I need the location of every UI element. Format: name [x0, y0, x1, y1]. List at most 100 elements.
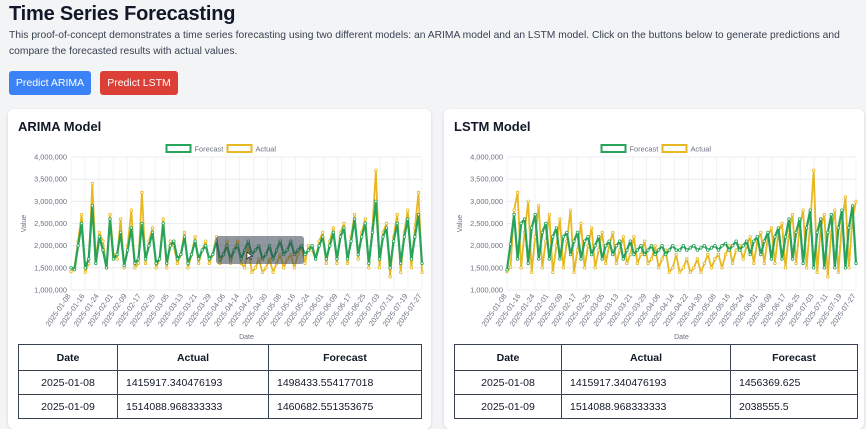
- data-point[interactable]: [769, 226, 774, 230]
- data-point[interactable]: [646, 248, 650, 252]
- data-point[interactable]: [519, 266, 523, 270]
- data-point[interactable]: [409, 257, 414, 261]
- data-point[interactable]: [607, 239, 611, 243]
- data-point[interactable]: [253, 266, 258, 270]
- data-point[interactable]: [699, 246, 703, 250]
- data-point[interactable]: [611, 230, 615, 235]
- data-point[interactable]: [345, 261, 350, 266]
- data-point[interactable]: [83, 266, 87, 270]
- data-point[interactable]: [745, 239, 749, 243]
- data-point[interactable]: [335, 257, 339, 261]
- data-point[interactable]: [826, 274, 830, 279]
- data-point[interactable]: [554, 226, 559, 230]
- data-point[interactable]: [69, 266, 73, 270]
- data-point[interactable]: [331, 230, 336, 235]
- data-point[interactable]: [840, 208, 844, 212]
- data-point[interactable]: [706, 248, 710, 252]
- data-point[interactable]: [97, 230, 102, 235]
- data-point[interactable]: [551, 235, 555, 239]
- data-point[interactable]: [582, 239, 587, 243]
- data-point[interactable]: [836, 270, 841, 274]
- data-point[interactable]: [723, 241, 728, 246]
- data-point[interactable]: [621, 257, 625, 261]
- data-point[interactable]: [649, 243, 654, 248]
- data-point[interactable]: [709, 246, 714, 250]
- data-point[interactable]: [97, 235, 102, 239]
- data-point[interactable]: [303, 261, 307, 266]
- data-point[interactable]: [522, 217, 527, 221]
- data-point[interactable]: [628, 252, 633, 257]
- data-point[interactable]: [175, 261, 180, 266]
- data-point[interactable]: [529, 270, 534, 274]
- data-point[interactable]: [801, 261, 805, 266]
- data-point[interactable]: [544, 221, 548, 226]
- data-point[interactable]: [104, 266, 109, 270]
- data-point[interactable]: [282, 266, 286, 270]
- data-point[interactable]: [94, 261, 98, 266]
- data-point[interactable]: [133, 261, 137, 266]
- data-point[interactable]: [324, 257, 328, 261]
- data-point[interactable]: [122, 263, 126, 268]
- data-point[interactable]: [808, 208, 812, 212]
- data-point[interactable]: [402, 235, 406, 239]
- data-point[interactable]: [260, 270, 265, 274]
- data-point[interactable]: [836, 226, 841, 230]
- data-point[interactable]: [635, 248, 640, 252]
- data-point[interactable]: [536, 257, 541, 261]
- data-point[interactable]: [515, 190, 520, 195]
- data-point[interactable]: [264, 266, 268, 270]
- data-point[interactable]: [695, 257, 700, 261]
- data-point[interactable]: [374, 199, 378, 203]
- data-point[interactable]: [769, 257, 774, 261]
- data-point[interactable]: [847, 266, 851, 270]
- data-point[interactable]: [129, 208, 133, 212]
- data-point[interactable]: [685, 257, 689, 261]
- data-point[interactable]: [360, 235, 364, 239]
- data-point[interactable]: [207, 261, 211, 266]
- data-point[interactable]: [356, 252, 360, 257]
- data-point[interactable]: [540, 266, 544, 270]
- data-point[interactable]: [734, 248, 738, 252]
- data-point[interactable]: [101, 239, 105, 243]
- data-point[interactable]: [558, 257, 562, 261]
- data-point[interactable]: [526, 261, 530, 266]
- data-point[interactable]: [706, 252, 710, 257]
- data-point[interactable]: [815, 230, 819, 235]
- data-point[interactable]: [804, 266, 809, 270]
- data-point[interactable]: [663, 252, 668, 257]
- data-point[interactable]: [572, 239, 576, 243]
- data-point[interactable]: [720, 243, 724, 248]
- data-point[interactable]: [164, 266, 169, 270]
- data-point[interactable]: [667, 248, 671, 252]
- data-point[interactable]: [250, 270, 254, 274]
- data-point[interactable]: [147, 243, 151, 248]
- data-point[interactable]: [331, 226, 336, 230]
- data-point[interactable]: [681, 266, 685, 270]
- data-point[interactable]: [377, 257, 382, 261]
- data-point[interactable]: [766, 230, 770, 235]
- data-point[interactable]: [157, 257, 162, 261]
- data-point[interactable]: [203, 243, 208, 248]
- data-point[interactable]: [692, 243, 696, 248]
- data-point[interactable]: [175, 257, 180, 261]
- data-point[interactable]: [83, 270, 87, 274]
- data-point[interactable]: [660, 243, 664, 248]
- data-point[interactable]: [670, 243, 675, 248]
- data-point[interactable]: [801, 208, 805, 212]
- data-point[interactable]: [367, 266, 371, 270]
- data-point[interactable]: [356, 257, 360, 261]
- data-point[interactable]: [395, 221, 399, 226]
- data-point[interactable]: [776, 226, 781, 230]
- data-point[interactable]: [674, 248, 678, 252]
- data-point[interactable]: [129, 226, 133, 230]
- data-point[interactable]: [321, 230, 325, 235]
- data-point[interactable]: [692, 266, 696, 270]
- data-point[interactable]: [207, 257, 211, 261]
- data-point[interactable]: [568, 252, 573, 257]
- data-point[interactable]: [804, 226, 809, 230]
- data-point[interactable]: [367, 261, 371, 266]
- data-point[interactable]: [783, 266, 788, 270]
- data-point[interactable]: [303, 252, 307, 257]
- data-point[interactable]: [618, 239, 622, 243]
- data-point[interactable]: [193, 235, 197, 239]
